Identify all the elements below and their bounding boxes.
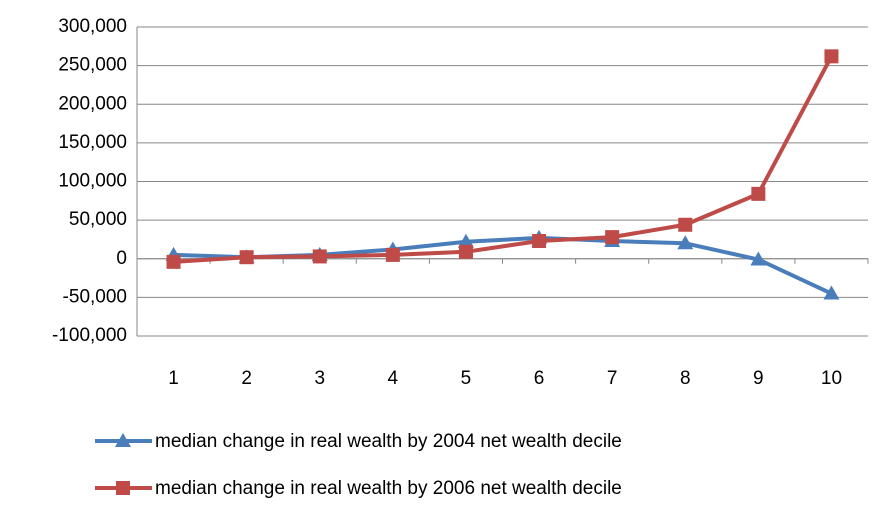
marker	[239, 250, 254, 265]
x-tick-label: 7	[607, 368, 618, 389]
marker	[166, 254, 181, 269]
y-tick-label: -50,000	[63, 286, 127, 307]
legend-label: median change in real wealth by 2006 net…	[155, 478, 622, 499]
series-line	[173, 55, 834, 264]
x-tick-label: 2	[241, 368, 252, 389]
x-tick-label: 10	[821, 368, 842, 389]
marker	[605, 230, 620, 245]
x-tick-label: 4	[388, 368, 399, 389]
marker	[823, 285, 840, 300]
y-tick-label: 100,000	[58, 171, 127, 192]
x-tick-label: 5	[461, 368, 472, 389]
legend-marker	[115, 433, 131, 447]
x-tick-label: 1	[168, 368, 179, 389]
x-tick-label: 8	[680, 368, 691, 389]
marker	[457, 233, 474, 248]
marker	[458, 244, 473, 259]
legend-marker	[116, 481, 130, 495]
y-tick-label: 250,000	[58, 55, 127, 76]
marker	[312, 249, 327, 264]
legend-label: median change in real wealth by 2004 net…	[155, 431, 622, 452]
y-tick-label: 150,000	[58, 132, 127, 153]
y-tick-label: 300,000	[58, 16, 127, 37]
marker	[750, 251, 767, 266]
marker	[532, 233, 547, 248]
x-tick-label: 9	[753, 368, 764, 389]
marker	[385, 247, 400, 262]
marker	[677, 235, 694, 250]
marker	[751, 186, 766, 201]
marker	[678, 217, 693, 232]
marker	[824, 49, 839, 64]
y-tick-label: 0	[116, 248, 127, 269]
y-tick-label: 50,000	[69, 209, 127, 230]
x-tick-label: 3	[314, 368, 325, 389]
x-tick-label: 6	[534, 368, 545, 389]
y-tick-label: 200,000	[58, 93, 127, 114]
y-tick-label: -100,000	[52, 325, 127, 346]
